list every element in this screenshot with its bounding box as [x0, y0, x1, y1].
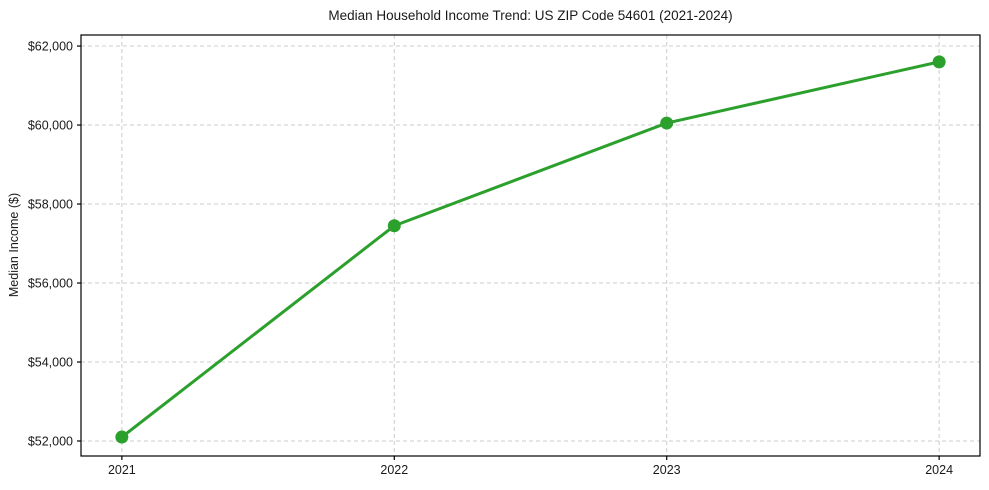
x-tick-label: 2024: [925, 463, 953, 477]
data-point-2022: [387, 219, 401, 233]
chart-title: Median Household Income Trend: US ZIP Co…: [328, 8, 733, 23]
y-tick-label: $52,000: [28, 434, 73, 448]
trend-line: [120, 60, 941, 439]
x-tick-label: 2021: [108, 463, 136, 477]
data-point-2021: [115, 430, 129, 444]
x-tick-label: 2023: [653, 463, 681, 477]
y-tick-label: $56,000: [28, 277, 73, 291]
data-point-2024: [932, 55, 946, 69]
y-tick-label: $54,000: [28, 356, 73, 370]
plot-border: [80, 34, 981, 457]
y-tick-label: $58,000: [28, 198, 73, 212]
data-point-2023: [660, 116, 674, 130]
y-tick-label: $62,000: [28, 40, 73, 54]
y-tick-label: $60,000: [28, 119, 73, 133]
x-tick-label: 2022: [380, 463, 408, 477]
